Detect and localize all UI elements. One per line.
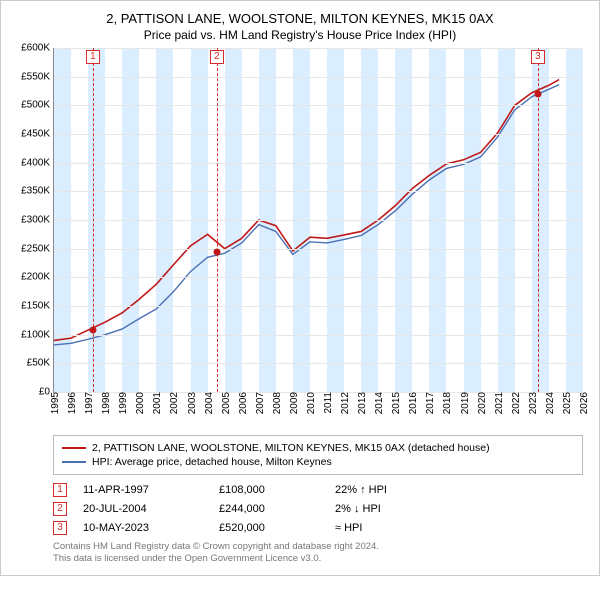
footnote: Contains HM Land Registry data © Crown c… <box>53 541 583 565</box>
ytick-label: £400K <box>21 157 50 168</box>
xtick-label: 2007 <box>255 392 266 414</box>
ytick-label: £300K <box>21 215 50 226</box>
xtick-label: 2003 <box>187 392 198 414</box>
gridline-h <box>54 77 583 78</box>
event-marker-box: 2 <box>210 50 224 64</box>
xtick-label: 2011 <box>323 392 334 414</box>
chart-titles: 2, PATTISON LANE, WOOLSTONE, MILTON KEYN… <box>11 11 589 42</box>
event-delta: ≈ HPI <box>335 522 465 534</box>
legend-item: 2, PATTISON LANE, WOOLSTONE, MILTON KEYN… <box>62 442 574 454</box>
event-vline <box>217 48 218 392</box>
xtick-label: 2016 <box>408 392 419 414</box>
event-date: 11-APR-1997 <box>83 484 213 496</box>
legend-item: HPI: Average price, detached house, Milt… <box>62 456 574 468</box>
xtick-label: 2023 <box>528 392 539 414</box>
gridline-h <box>54 249 583 250</box>
plot-inner: £0£50K£100K£150K£200K£250K£300K£350K£400… <box>53 48 583 393</box>
xtick-label: 2020 <box>477 392 488 414</box>
xtick-label: 2001 <box>152 392 163 414</box>
gridline-h <box>54 105 583 106</box>
event-row: 3 10-MAY-2023 £520,000 ≈ HPI <box>53 521 583 535</box>
legend: 2, PATTISON LANE, WOOLSTONE, MILTON KEYN… <box>53 435 583 475</box>
xtick-label: 2025 <box>562 392 573 414</box>
event-marker-box: 3 <box>531 50 545 64</box>
xtick-label: 2017 <box>425 392 436 414</box>
xtick-label: 2000 <box>135 392 146 414</box>
ytick-label: £50K <box>27 358 50 369</box>
gridline-h <box>54 277 583 278</box>
xtick-label: 2006 <box>238 392 249 414</box>
xtick-label: 2015 <box>391 392 402 414</box>
xtick-label: 2002 <box>169 392 180 414</box>
legend-swatch <box>62 447 86 449</box>
xtick-label: 2014 <box>374 392 385 414</box>
xtick-label: 2026 <box>579 392 590 414</box>
gridline-h <box>54 306 583 307</box>
xtick-label: 1999 <box>118 392 129 414</box>
ytick-label: £150K <box>21 301 50 312</box>
footnote-line: This data is licensed under the Open Gov… <box>53 553 583 565</box>
gridline-h <box>54 48 583 49</box>
event-dot <box>213 249 220 256</box>
gridline-h <box>54 191 583 192</box>
chart-title-main: 2, PATTISON LANE, WOOLSTONE, MILTON KEYN… <box>11 11 589 26</box>
event-vline <box>538 48 539 392</box>
xtick-label: 2010 <box>306 392 317 414</box>
ytick-label: £550K <box>21 71 50 82</box>
xtick-label: 2024 <box>545 392 556 414</box>
legend-label: 2, PATTISON LANE, WOOLSTONE, MILTON KEYN… <box>92 442 490 454</box>
event-num: 2 <box>53 502 67 516</box>
event-vline <box>93 48 94 392</box>
gridline-h <box>54 220 583 221</box>
xtick-label: 2021 <box>494 392 505 414</box>
xtick-label: 1995 <box>50 392 61 414</box>
xtick-label: 2005 <box>221 392 232 414</box>
event-price: £108,000 <box>219 484 329 496</box>
ytick-label: £450K <box>21 129 50 140</box>
xtick-label: 2022 <box>511 392 522 414</box>
event-row: 1 11-APR-1997 £108,000 22% ↑ HPI <box>53 483 583 497</box>
event-row: 2 20-JUL-2004 £244,000 2% ↓ HPI <box>53 502 583 516</box>
ytick-label: £500K <box>21 100 50 111</box>
xtick-label: 2004 <box>204 392 215 414</box>
event-delta: 2% ↓ HPI <box>335 503 465 515</box>
event-dot <box>534 90 541 97</box>
event-price: £520,000 <box>219 522 329 534</box>
event-date: 20-JUL-2004 <box>83 503 213 515</box>
xtick-label: 2019 <box>460 392 471 414</box>
gridline-h <box>54 335 583 336</box>
event-marker-box: 1 <box>86 50 100 64</box>
xtick-label: 2009 <box>289 392 300 414</box>
series-line-property <box>54 80 559 341</box>
plot-area: £0£50K£100K£150K£200K£250K£300K£350K£400… <box>53 48 583 393</box>
legend-label: HPI: Average price, detached house, Milt… <box>92 456 332 468</box>
ytick-label: £600K <box>21 43 50 54</box>
gridline-h <box>54 363 583 364</box>
chart-title-sub: Price paid vs. HM Land Registry's House … <box>11 28 589 42</box>
xtick-label: 1998 <box>101 392 112 414</box>
xtick-label: 1996 <box>67 392 78 414</box>
ytick-label: £350K <box>21 186 50 197</box>
event-date: 10-MAY-2023 <box>83 522 213 534</box>
event-num: 3 <box>53 521 67 535</box>
legend-swatch <box>62 461 86 463</box>
footnote-line: Contains HM Land Registry data © Crown c… <box>53 541 583 553</box>
ytick-label: £250K <box>21 243 50 254</box>
xtick-label: 1997 <box>84 392 95 414</box>
event-dot <box>89 327 96 334</box>
event-num: 1 <box>53 483 67 497</box>
ytick-label: £100K <box>21 329 50 340</box>
xtick-label: 2012 <box>340 392 351 414</box>
ytick-label: £200K <box>21 272 50 283</box>
gridline-h <box>54 134 583 135</box>
xtick-label: 2013 <box>357 392 368 414</box>
xtick-label: 2018 <box>442 392 453 414</box>
event-price: £244,000 <box>219 503 329 515</box>
ytick-label: £0 <box>39 387 50 398</box>
event-delta: 22% ↑ HPI <box>335 484 465 496</box>
chart-container: 2, PATTISON LANE, WOOLSTONE, MILTON KEYN… <box>0 0 600 576</box>
events-table: 1 11-APR-1997 £108,000 22% ↑ HPI 2 20-JUL-200… <box>53 483 583 535</box>
gridline-h <box>54 163 583 164</box>
xtick-label: 2008 <box>272 392 283 414</box>
